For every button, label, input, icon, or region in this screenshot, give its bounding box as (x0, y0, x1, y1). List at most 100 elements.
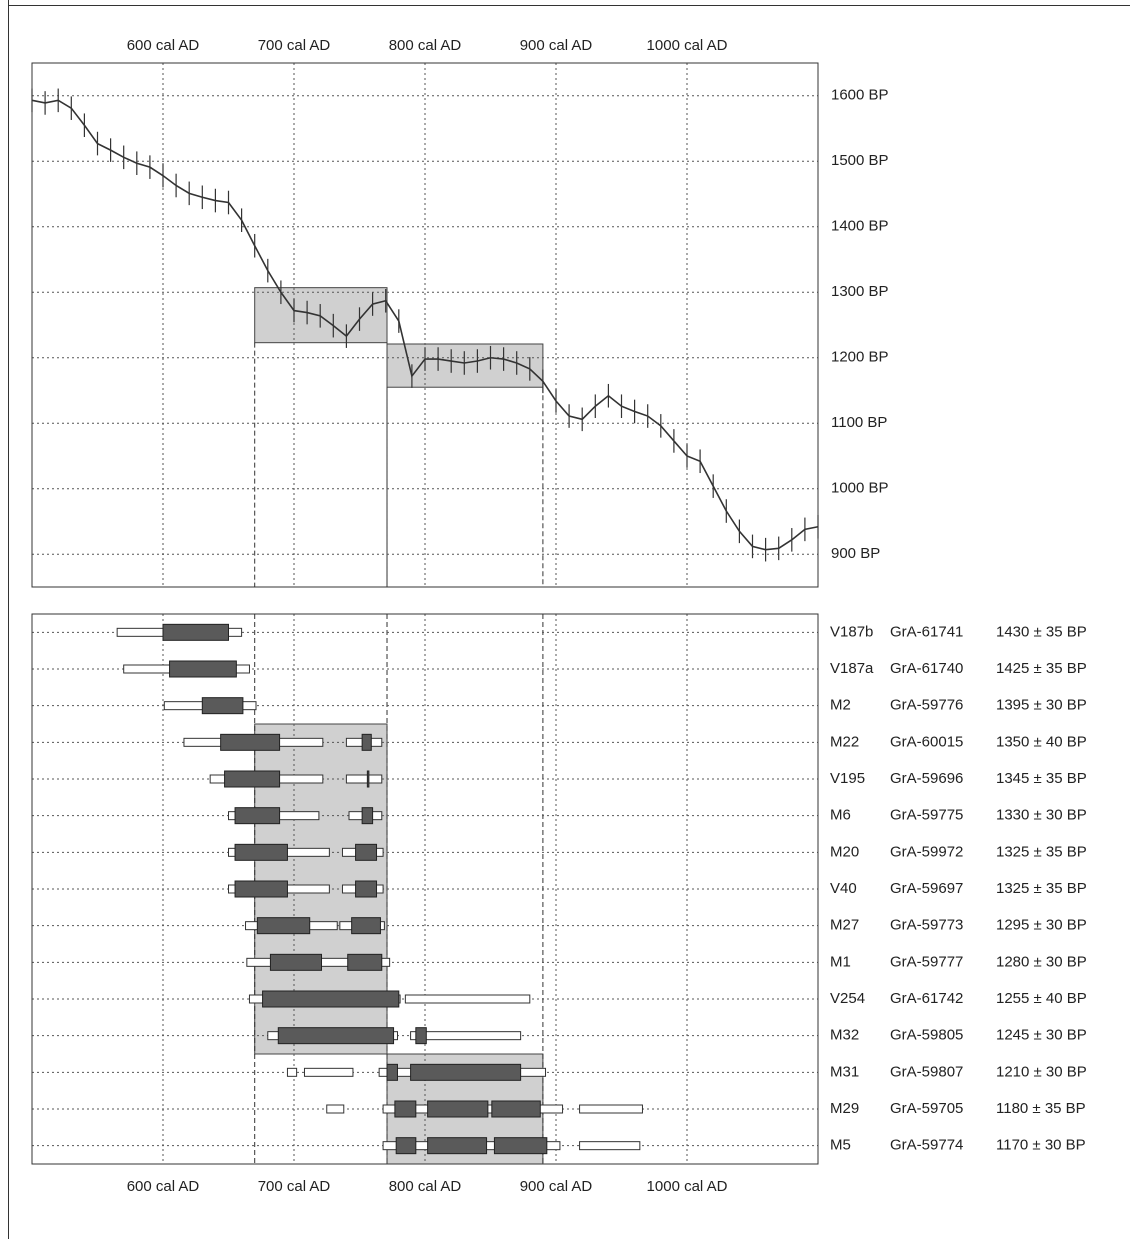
range-68 (361, 733, 372, 751)
range-68 (234, 880, 288, 898)
date-label: 1395 ± 30 BP (996, 697, 1087, 714)
range-95 (404, 994, 531, 1004)
date-label: 1210 ± 30 BP (996, 1063, 1087, 1080)
lab-code: GrA-59697 (890, 880, 963, 897)
sample-name: M20 (830, 843, 859, 860)
range-95 (410, 1031, 522, 1041)
x-tick-label: 700 cal AD (258, 1178, 331, 1195)
date-label: 1255 ± 40 BP (996, 990, 1087, 1007)
calibration-curve (31, 99, 819, 551)
date-label: 1350 ± 40 BP (996, 733, 1087, 750)
y-tick-label: 1200 BP (831, 349, 889, 366)
range-95 (579, 1104, 643, 1114)
shade (254, 287, 388, 344)
sample-name: M5 (830, 1137, 851, 1154)
date-label: 1345 ± 35 BP (996, 770, 1087, 787)
date-label: 1425 ± 35 BP (996, 660, 1087, 677)
sample-name: V195 (830, 770, 865, 787)
date-label: 1170 ± 30 BP (996, 1137, 1086, 1154)
sample-name: M32 (830, 1027, 859, 1044)
y-tick-label: 900 BP (831, 545, 880, 562)
sample-name: M2 (830, 697, 851, 714)
range-68 (355, 880, 378, 898)
range-68 (201, 697, 244, 715)
range-68 (262, 990, 400, 1008)
y-tick-label: 1400 BP (831, 218, 889, 235)
range-68 (224, 770, 281, 788)
lab-code: GrA-59775 (890, 807, 963, 824)
sample-name: V254 (830, 990, 865, 1007)
plot-frame (31, 613, 819, 1165)
x-tick-label: 600 cal AD (127, 37, 200, 54)
plot-frame (31, 62, 819, 588)
range-68 (410, 1063, 522, 1081)
y-tick-label: 1100 BP (831, 414, 887, 431)
y-tick-label: 1300 BP (831, 283, 889, 300)
x-tick-label: 1000 cal AD (647, 37, 728, 54)
sample-name: V187a (830, 660, 874, 677)
sample-name: M31 (830, 1063, 859, 1080)
sample-name: M22 (830, 733, 859, 750)
range-95 (286, 1067, 298, 1077)
date-label: 1330 ± 30 BP (996, 807, 1087, 824)
range-68 (162, 623, 229, 641)
sample-name: V187b (830, 623, 873, 640)
range-95 (326, 1104, 345, 1114)
date-label: 1295 ± 30 BP (996, 917, 1087, 934)
sample-name: M29 (830, 1100, 859, 1117)
x-tick-label: 1000 cal AD (647, 1178, 728, 1195)
range-68 (169, 660, 237, 678)
range-68 (493, 1137, 548, 1155)
sample-name: V40 (830, 880, 857, 897)
date-label: 1325 ± 35 BP (996, 843, 1087, 860)
lab-code: GrA-59777 (890, 953, 963, 970)
range-68 (347, 953, 383, 971)
range-95 (579, 1141, 641, 1151)
shade (386, 343, 544, 388)
date-label: 1430 ± 35 BP (996, 623, 1087, 640)
date-label: 1325 ± 35 BP (996, 880, 1087, 897)
date-label: 1280 ± 30 BP (996, 953, 1087, 970)
lab-code: GrA-59696 (890, 770, 963, 787)
range-68 (427, 1137, 488, 1155)
y-tick-label: 1500 BP (831, 152, 889, 169)
range-95 (345, 774, 383, 784)
lab-code: GrA-59805 (890, 1027, 963, 1044)
lab-code: GrA-59773 (890, 917, 963, 934)
sample-name: M27 (830, 917, 859, 934)
range-68 (386, 1063, 398, 1081)
x-tick-label: 800 cal AD (389, 37, 462, 54)
x-tick-label: 700 cal AD (258, 37, 331, 54)
y-tick-label: 1600 BP (831, 87, 889, 104)
lab-code: GrA-59774 (890, 1137, 963, 1154)
lab-code: GrA-59972 (890, 843, 963, 860)
x-tick-label: 900 cal AD (520, 37, 593, 54)
x-tick-label: 900 cal AD (520, 1178, 593, 1195)
range-68 (277, 1027, 395, 1045)
lab-code: GrA-60015 (890, 733, 963, 750)
lab-code: GrA-61742 (890, 990, 963, 1007)
range-68 (361, 807, 374, 825)
y-tick-label: 1000 BP (831, 480, 889, 497)
lab-code: GrA-59807 (890, 1063, 963, 1080)
range-68 (366, 770, 370, 788)
date-label: 1180 ± 35 BP (996, 1100, 1086, 1117)
lab-code: GrA-59776 (890, 697, 963, 714)
lab-code: GrA-59705 (890, 1100, 963, 1117)
range-68 (256, 917, 311, 935)
range-68 (269, 953, 323, 971)
range-68 (491, 1100, 541, 1118)
sample-name: M1 (830, 953, 851, 970)
range-68 (351, 917, 381, 935)
range-68 (415, 1027, 427, 1045)
x-tick-label: 800 cal AD (389, 1178, 462, 1195)
range-68 (234, 843, 288, 861)
lab-code: GrA-61741 (890, 623, 963, 640)
range-68 (355, 843, 378, 861)
date-label: 1245 ± 30 BP (996, 1027, 1087, 1044)
range-68 (427, 1100, 489, 1118)
range-68 (234, 807, 281, 825)
lab-code: GrA-61740 (890, 660, 963, 677)
range-68 (394, 1100, 417, 1118)
